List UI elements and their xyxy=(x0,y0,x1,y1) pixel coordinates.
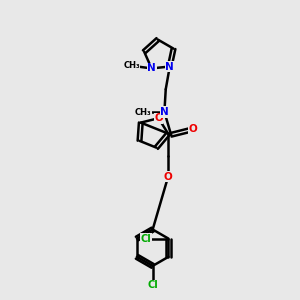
Text: O: O xyxy=(154,113,163,123)
Text: CH₃: CH₃ xyxy=(123,61,140,70)
Text: N: N xyxy=(165,61,174,71)
Text: Cl: Cl xyxy=(147,280,158,290)
Text: Cl: Cl xyxy=(140,234,151,244)
Text: O: O xyxy=(188,124,197,134)
Text: N: N xyxy=(160,107,169,117)
Text: CH₃: CH₃ xyxy=(135,107,151,116)
Text: O: O xyxy=(164,172,172,182)
Text: N: N xyxy=(147,63,156,74)
